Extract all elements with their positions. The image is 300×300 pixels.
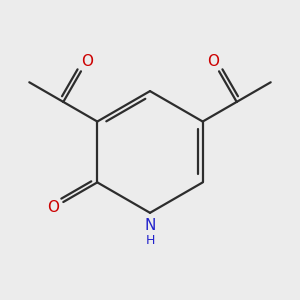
Text: O: O	[81, 54, 93, 69]
Text: N: N	[144, 218, 156, 233]
Text: O: O	[207, 54, 219, 69]
Text: H: H	[145, 234, 155, 248]
Text: O: O	[47, 200, 59, 215]
